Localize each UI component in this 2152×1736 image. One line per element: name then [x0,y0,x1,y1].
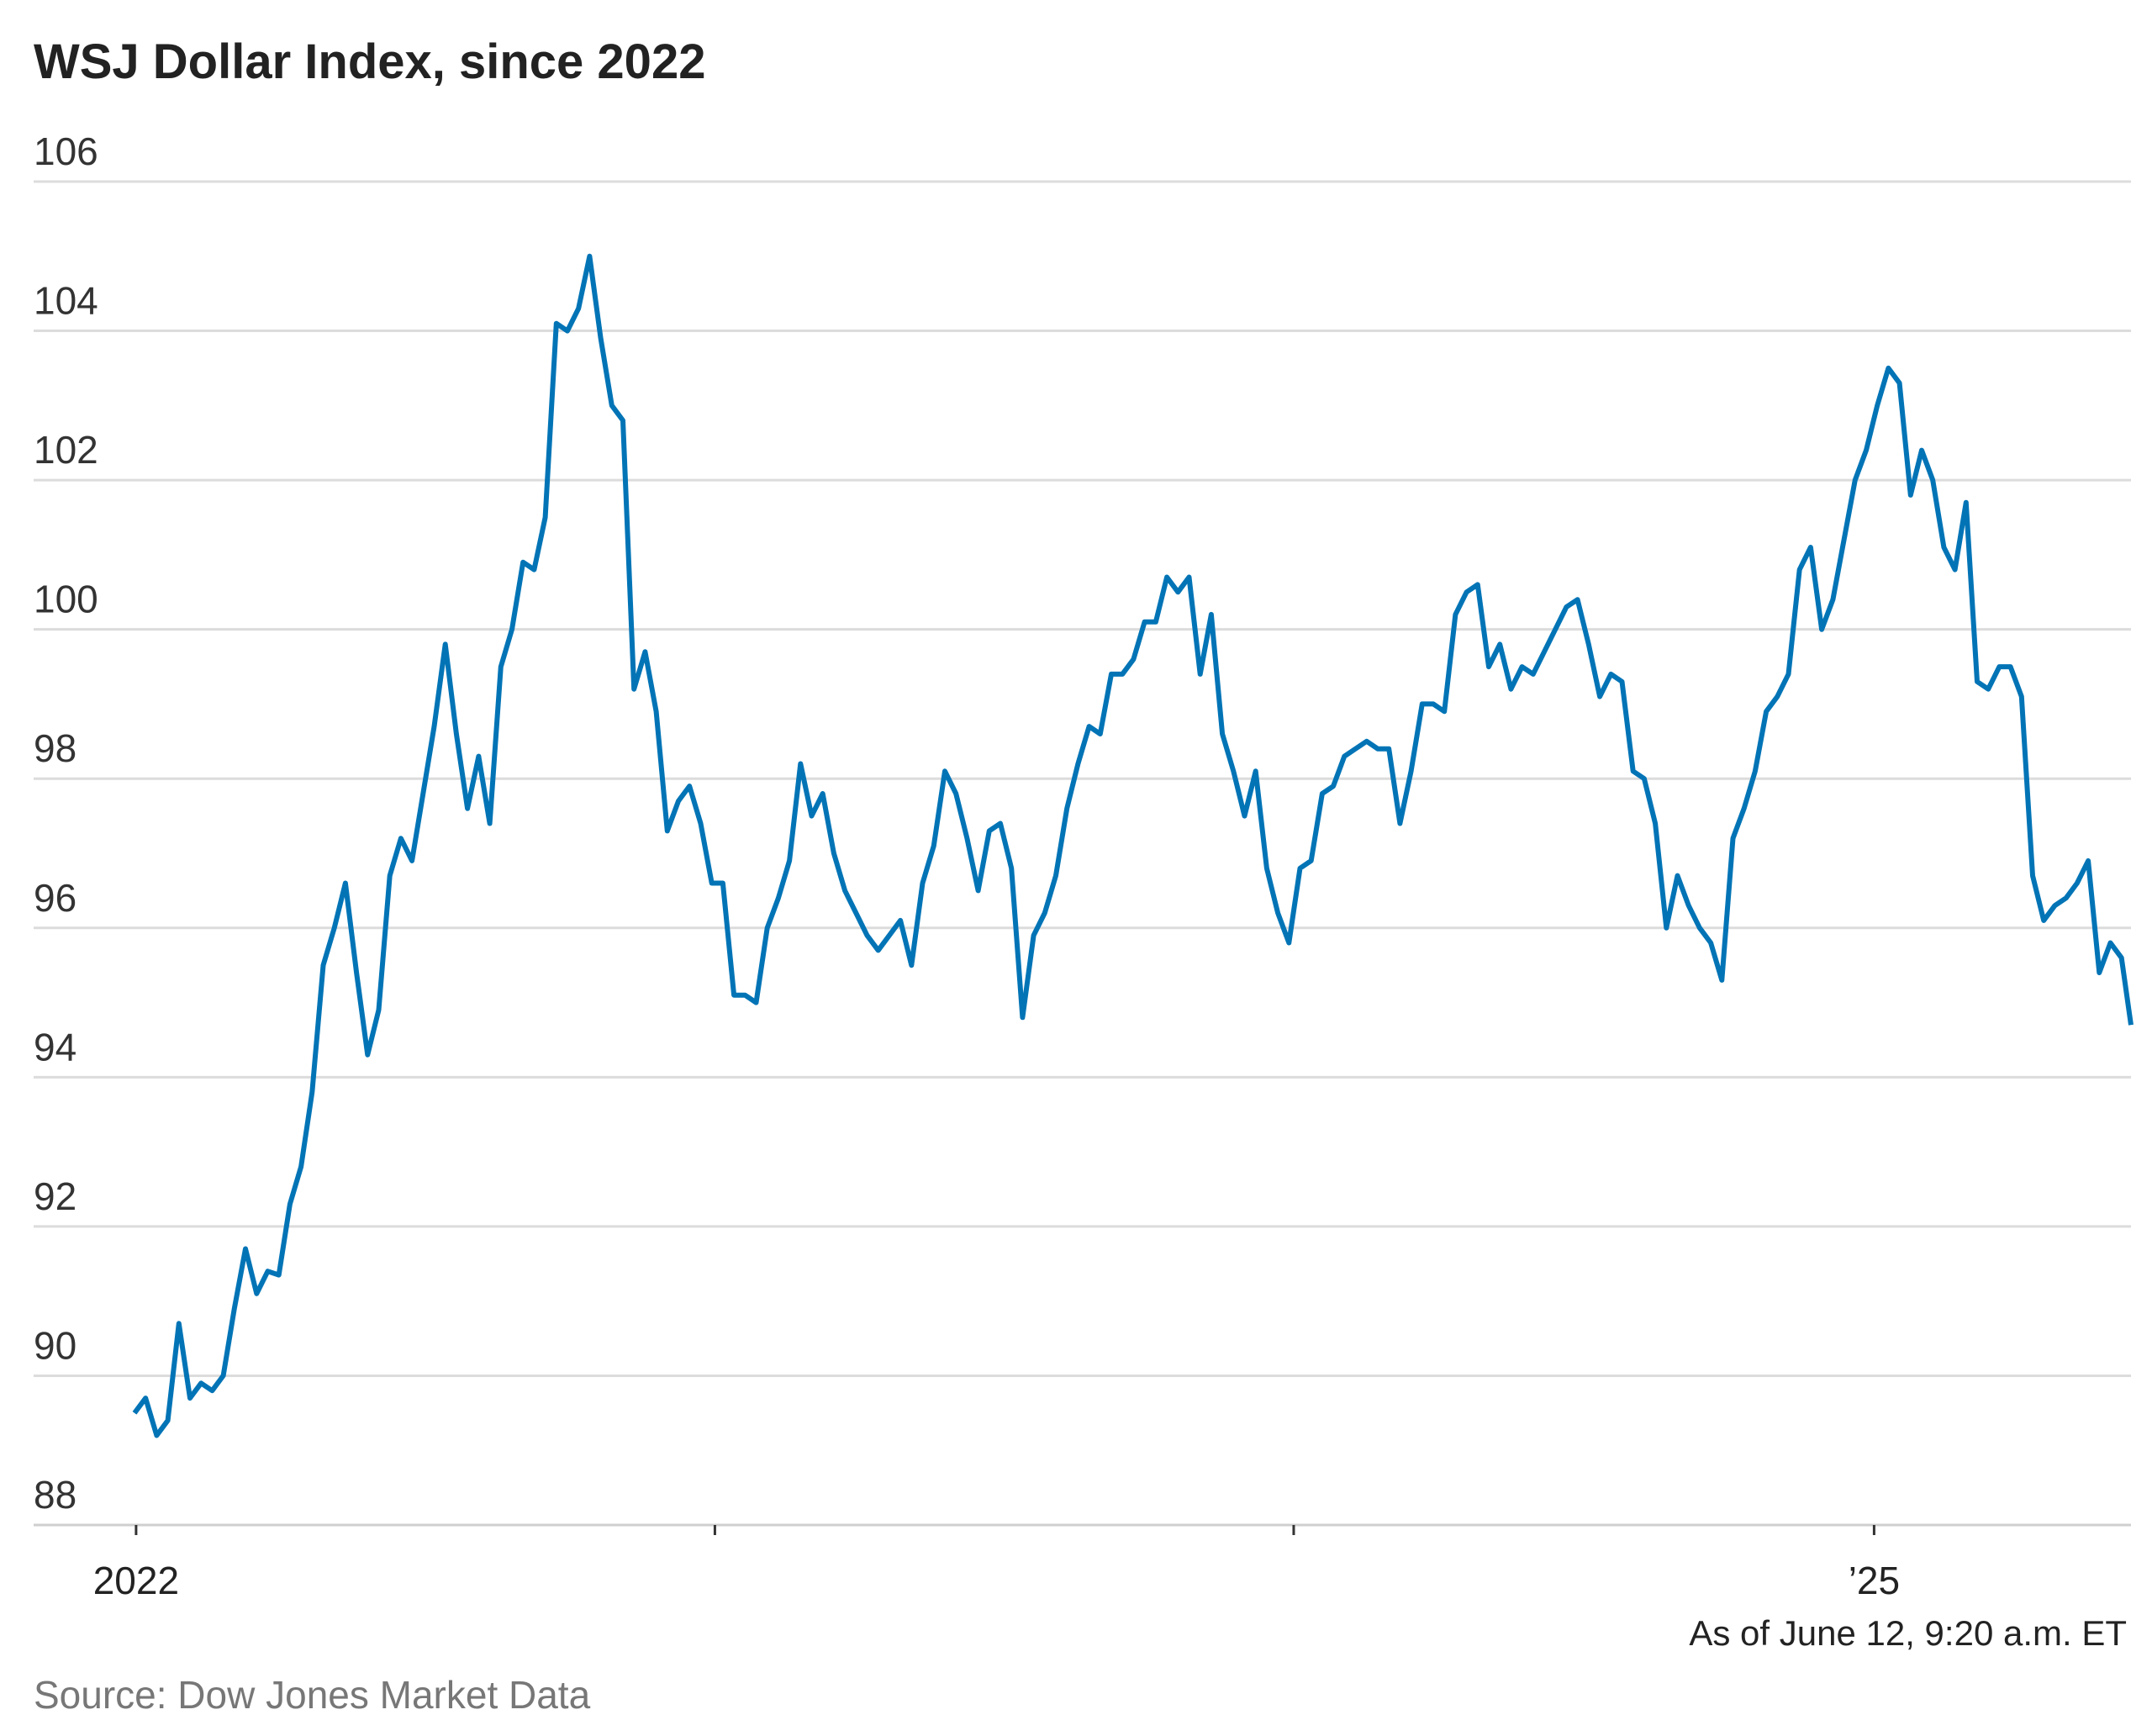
y-axis-tick-labels: 88 90 92 94 96 98 100 102 104 106 [34,129,98,1517]
y-tick-label: 106 [34,129,98,173]
y-tick-label: 92 [34,1174,76,1218]
x-axis-ticks: 2022 ’25 [93,1525,1900,1602]
y-tick-label: 88 [34,1473,76,1517]
y-tick-label: 90 [34,1323,76,1367]
gridlines [34,180,2131,1377]
x-tick-label: ’25 [1849,1559,1900,1602]
y-tick-label: 104 [34,279,98,323]
y-tick-label: 100 [34,578,98,621]
y-tick-label: 96 [34,876,76,920]
y-tick-label: 98 [34,726,76,770]
chart-title: WSJ Dollar Index, since 2022 [34,34,705,89]
as-of-note: As of June 12, 9:20 a.m. ET [1689,1613,2127,1653]
source-note: Source: Dow Jones Market Data [34,1673,591,1717]
series-lines [132,253,2134,1438]
y-tick-label: 94 [34,1025,76,1069]
y-tick-label: 102 [34,428,98,472]
x-tick-label: 2022 [93,1559,179,1602]
dollar-index-line [132,253,2134,1438]
